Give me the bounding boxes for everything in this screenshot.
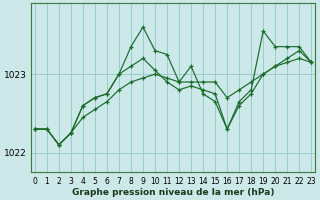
X-axis label: Graphe pression niveau de la mer (hPa): Graphe pression niveau de la mer (hPa) [72,188,274,197]
